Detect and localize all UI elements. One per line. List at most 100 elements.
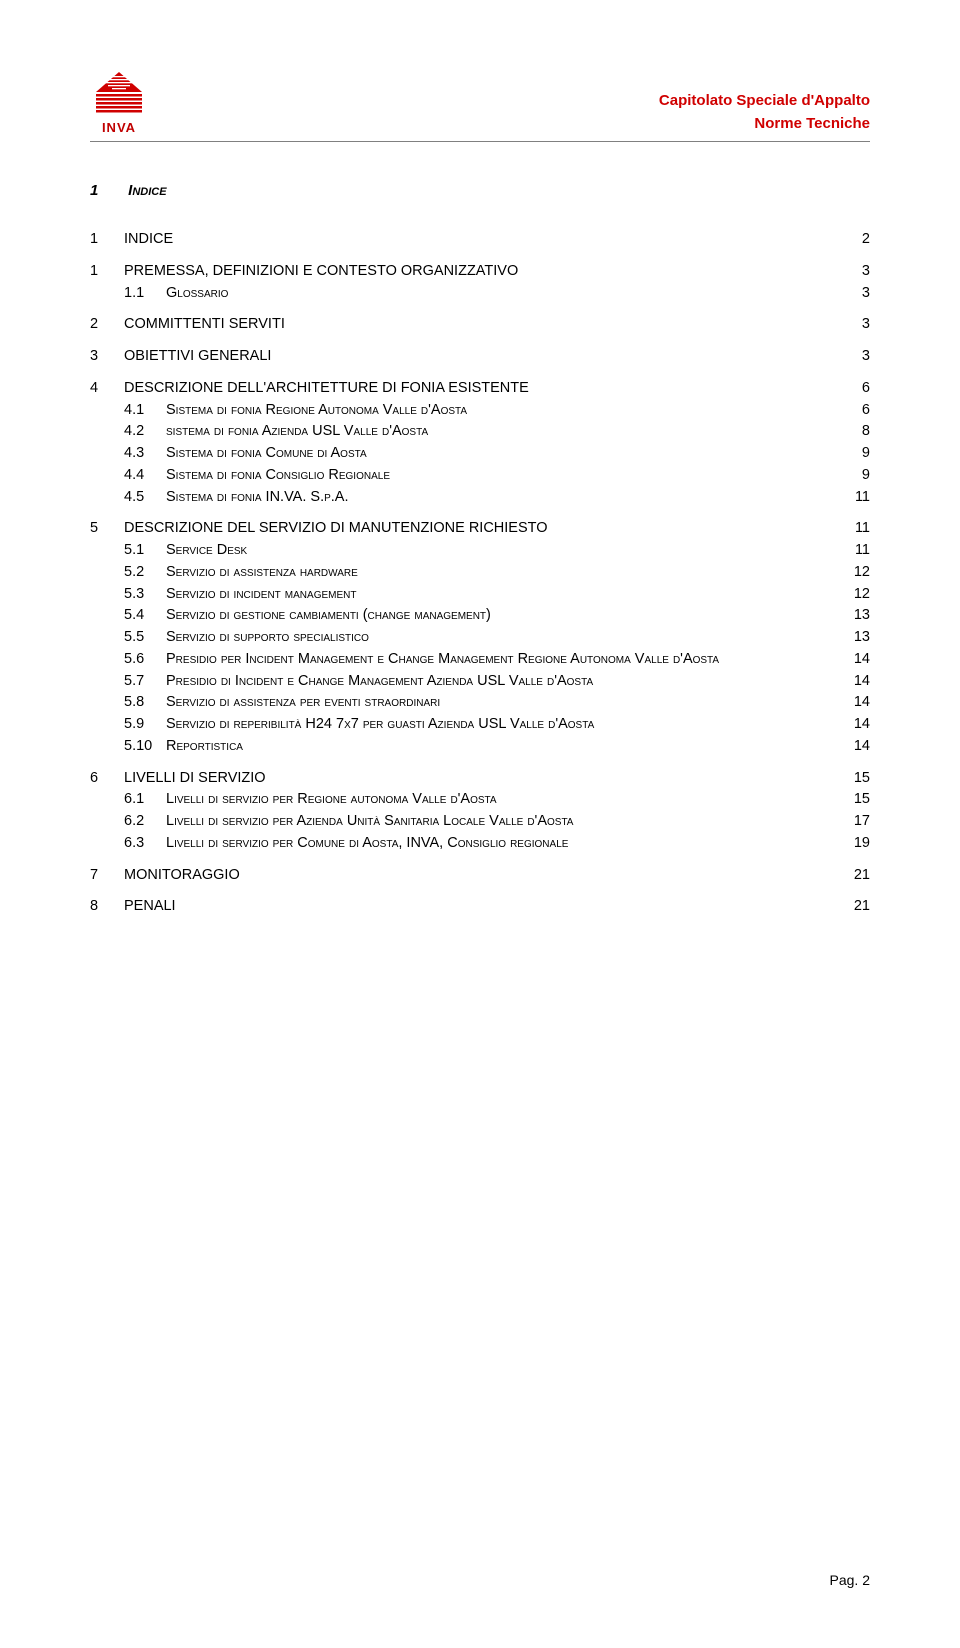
toc-page: 3 xyxy=(840,261,870,283)
toc-sublabel: Servizio di assistenza per eventi straor… xyxy=(166,692,840,714)
toc-subrow: 4.3Sistema di fonia Comune di Aosta9 xyxy=(90,443,870,465)
toc-subnum: 4.5 xyxy=(124,487,166,509)
toc-subnum: 5.6 xyxy=(124,649,166,671)
section-title: Indice xyxy=(128,182,166,199)
toc-sublabel: Servizio di reperibilità H24 7x7 per gua… xyxy=(166,714,840,736)
toc-subnum: 5.2 xyxy=(124,562,166,584)
toc-num: 1 xyxy=(90,261,124,283)
toc-page: 3 xyxy=(840,314,870,336)
toc-subrow: 1.1Glossario3 xyxy=(90,283,870,305)
toc-page: 3 xyxy=(840,346,870,368)
toc-subnum: 5.8 xyxy=(124,692,166,714)
toc-subpage: 19 xyxy=(840,833,870,855)
toc-sublabel: Livelli di servizio per Comune di Aosta,… xyxy=(166,833,840,855)
toc-subrow: 5.8Servizio di assistenza per eventi str… xyxy=(90,692,870,714)
toc-subnum: 5.3 xyxy=(124,584,166,606)
toc-row: 7MONITORAGGIO21 xyxy=(90,865,870,887)
toc-num: 1 xyxy=(90,229,124,251)
toc-sublabel: Glossario xyxy=(166,283,840,305)
toc-sublabel: Servizio di incident management xyxy=(166,584,840,606)
toc-subpage: 9 xyxy=(840,465,870,487)
toc-sublabel: Presidio per Incident Management e Chang… xyxy=(166,649,840,671)
toc-sublabel: Sistema di fonia Comune di Aosta xyxy=(166,443,840,465)
toc-subpage: 11 xyxy=(840,487,870,509)
toc-sublabel: Sistema di fonia IN.VA. S.p.A. xyxy=(166,487,840,509)
toc-sublabel: Reportistica xyxy=(166,736,840,758)
toc-num: 5 xyxy=(90,518,124,540)
toc-subnum: 5.10 xyxy=(124,736,166,758)
toc-subnum: 5.1 xyxy=(124,540,166,562)
logo: INVA xyxy=(90,70,148,135)
toc-sublabel: Presidio di Incident e Change Management… xyxy=(166,671,840,693)
toc-label: OBIETTIVI GENERALI xyxy=(124,346,840,368)
toc-subrow: 5.3Servizio di incident management12 xyxy=(90,584,870,606)
toc-subrow: 5.9Servizio di reperibilità H24 7x7 per … xyxy=(90,714,870,736)
toc-page: 11 xyxy=(840,518,870,540)
toc-sublabel: Sistema di fonia Consiglio Regionale xyxy=(166,465,840,487)
toc-group: 1INDICE2 xyxy=(90,229,870,251)
toc-subrow: 4.4Sistema di fonia Consiglio Regionale9 xyxy=(90,465,870,487)
toc-page: 2 xyxy=(840,229,870,251)
toc-group: 5DESCRIZIONE DEL SERVIZIO DI MANUTENZION… xyxy=(90,518,870,757)
toc-subnum: 1.1 xyxy=(124,283,166,305)
toc-subrow: 4.1Sistema di fonia Regione Autonoma Val… xyxy=(90,400,870,422)
toc-subpage: 14 xyxy=(840,671,870,693)
toc-row: 6LIVELLI DI SERVIZIO15 xyxy=(90,768,870,790)
page-footer: Pag. 2 xyxy=(830,1572,870,1588)
inva-logo-icon xyxy=(92,70,146,118)
toc-label: DESCRIZIONE DEL SERVIZIO DI MANUTENZIONE… xyxy=(124,518,840,540)
toc-label: DESCRIZIONE DELL'ARCHITETTURE DI FONIA E… xyxy=(124,378,840,400)
toc-page: 6 xyxy=(840,378,870,400)
toc-subpage: 13 xyxy=(840,605,870,627)
toc-row: 5DESCRIZIONE DEL SERVIZIO DI MANUTENZION… xyxy=(90,518,870,540)
toc-group: 3OBIETTIVI GENERALI3 xyxy=(90,346,870,368)
toc-row: 3OBIETTIVI GENERALI3 xyxy=(90,346,870,368)
toc-page: 15 xyxy=(840,768,870,790)
toc-group: 1PREMESSA, DEFINIZIONI E CONTESTO ORGANI… xyxy=(90,261,870,305)
toc-subpage: 15 xyxy=(840,789,870,811)
toc-subrow: 5.5Servizio di supporto specialistico13 xyxy=(90,627,870,649)
toc-subrow: 4.2sistema di fonia Azienda USL Valle d'… xyxy=(90,421,870,443)
toc-subpage: 14 xyxy=(840,714,870,736)
toc-sublabel: Livelli di servizio per Regione autonoma… xyxy=(166,789,840,811)
toc-subrow: 5.7Presidio di Incident e Change Managem… xyxy=(90,671,870,693)
toc-sublabel: sistema di fonia Azienda USL Valle d'Aos… xyxy=(166,421,840,443)
toc-group: 7MONITORAGGIO21 xyxy=(90,865,870,887)
toc-subpage: 14 xyxy=(840,692,870,714)
toc-row: 4DESCRIZIONE DELL'ARCHITETTURE DI FONIA … xyxy=(90,378,870,400)
header-title-2: Norme Tecniche xyxy=(659,113,870,136)
toc-row: 2COMMITTENTI SERVITI3 xyxy=(90,314,870,336)
toc-group: 2COMMITTENTI SERVITI3 xyxy=(90,314,870,336)
toc-subpage: 6 xyxy=(840,400,870,422)
toc-subnum: 5.7 xyxy=(124,671,166,693)
header-titles: Capitolato Speciale d'Appalto Norme Tecn… xyxy=(659,90,870,135)
toc-subrow: 6.2Livelli di servizio per Azienda Unità… xyxy=(90,811,870,833)
toc-subrow: 6.1Livelli di servizio per Regione auton… xyxy=(90,789,870,811)
toc-label: COMMITTENTI SERVITI xyxy=(124,314,840,336)
toc-sublabel: Servizio di gestione cambiamenti (change… xyxy=(166,605,840,627)
toc-subpage: 9 xyxy=(840,443,870,465)
toc-group: 4DESCRIZIONE DELL'ARCHITETTURE DI FONIA … xyxy=(90,378,870,509)
toc-subrow: 5.6Presidio per Incident Management e Ch… xyxy=(90,649,870,671)
toc-label: INDICE xyxy=(124,229,840,251)
toc-num: 8 xyxy=(90,896,124,918)
toc-subpage: 14 xyxy=(840,736,870,758)
toc-row: 1PREMESSA, DEFINIZIONI E CONTESTO ORGANI… xyxy=(90,261,870,283)
toc-subnum: 4.1 xyxy=(124,400,166,422)
toc-label: PREMESSA, DEFINIZIONI E CONTESTO ORGANIZ… xyxy=(124,261,840,283)
toc-sublabel: Service Desk xyxy=(166,540,840,562)
toc-sublabel: Sistema di fonia Regione Autonoma Valle … xyxy=(166,400,840,422)
toc-num: 4 xyxy=(90,378,124,400)
logo-text: INVA xyxy=(102,120,136,135)
section-heading: 1 Indice xyxy=(90,182,870,199)
toc-sublabel: Servizio di assistenza hardware xyxy=(166,562,840,584)
toc-subpage: 3 xyxy=(840,283,870,305)
toc-group: 6LIVELLI DI SERVIZIO156.1Livelli di serv… xyxy=(90,768,870,855)
toc-subnum: 6.1 xyxy=(124,789,166,811)
toc-subrow: 5.1Service Desk11 xyxy=(90,540,870,562)
toc-subnum: 6.3 xyxy=(124,833,166,855)
toc-subpage: 14 xyxy=(840,649,870,671)
table-of-contents: 1INDICE21PREMESSA, DEFINIZIONI E CONTEST… xyxy=(90,229,870,918)
toc-subnum: 4.3 xyxy=(124,443,166,465)
toc-subpage: 11 xyxy=(840,540,870,562)
